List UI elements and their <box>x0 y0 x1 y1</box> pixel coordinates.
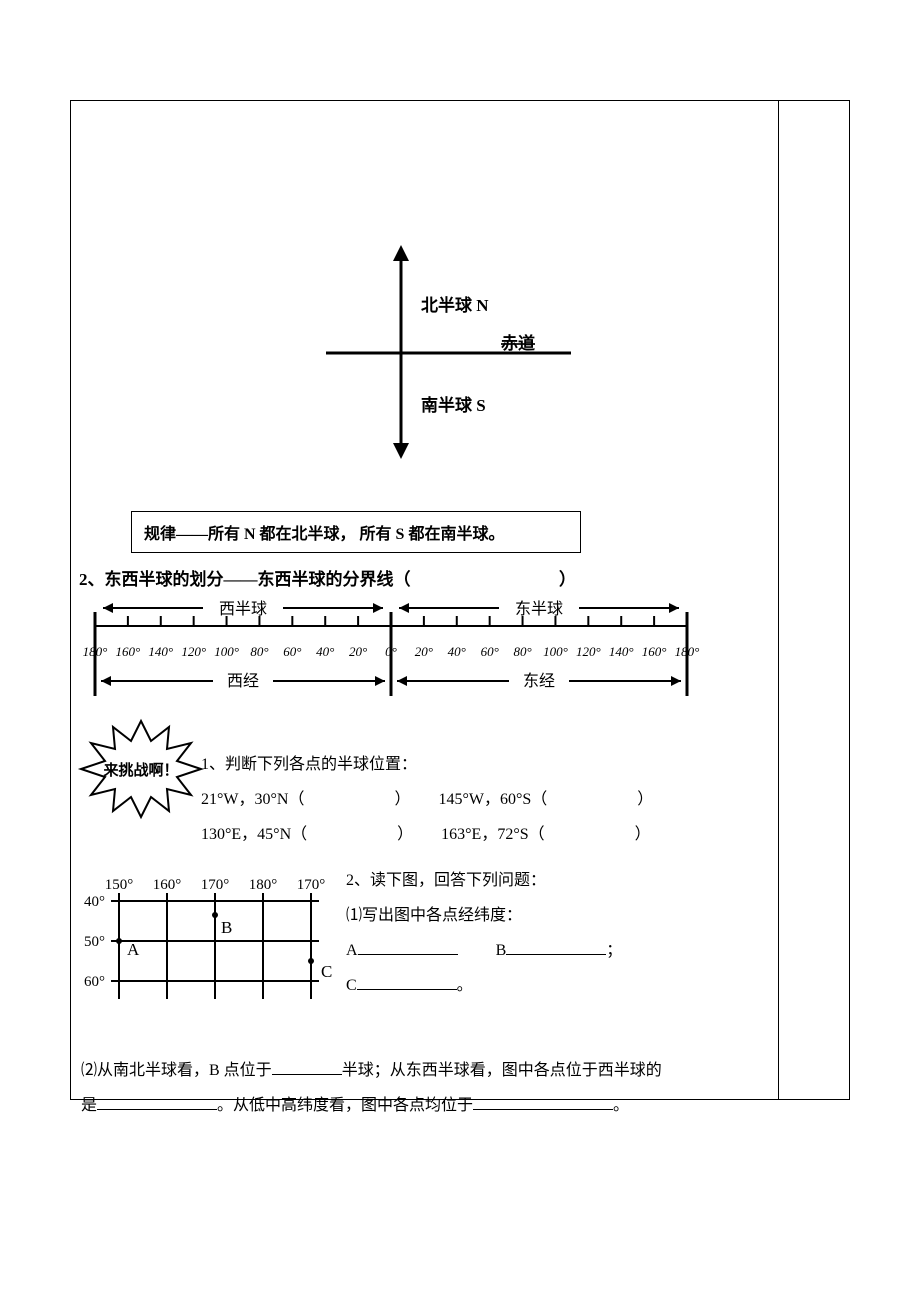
q1-title: 1、判断下列各点的半球位置： <box>201 747 769 782</box>
svg-text:150°: 150° <box>105 877 134 893</box>
rule-text: 规律——所有 N 都在北半球， 所有 S 都在南半球。 <box>144 526 504 543</box>
svg-text:170°: 170° <box>297 877 326 893</box>
svg-text:140°: 140° <box>609 644 634 659</box>
svg-text:20°: 20° <box>415 644 433 659</box>
svg-text:140°: 140° <box>148 644 173 659</box>
svg-text:120°: 120° <box>576 644 601 659</box>
q1-coord-2: 145°W，60°S（ <box>438 791 547 808</box>
q1-close-2: ） <box>637 791 653 808</box>
q2-B-label: B <box>496 942 507 959</box>
q2-semicolon: ； <box>606 942 622 959</box>
q2-A-label: A <box>346 942 358 959</box>
q2-text: 2、读下图，回答下列问题： ⑴写出图中各点经纬度： A B； C。 <box>346 863 769 1004</box>
svg-text:A: A <box>127 940 140 959</box>
starburst-text: 来挑战啊！ <box>102 761 178 779</box>
blank-hemis-ns[interactable] <box>272 1059 342 1075</box>
section-2-title: 2、东西半球的划分——东西半球的分界线（ ） <box>79 565 769 590</box>
equator-label: 赤道 <box>501 333 535 353</box>
starburst-badge: 来挑战啊！ <box>71 717 211 832</box>
blank-B[interactable] <box>506 939 606 955</box>
svg-text:160°: 160° <box>153 877 182 893</box>
q2-title: 2、读下图，回答下列问题： <box>346 863 769 898</box>
q1-close-3: ） <box>397 826 413 843</box>
svg-text:20°: 20° <box>349 644 367 659</box>
q2-C-label: C <box>346 977 357 994</box>
svg-text:100°: 100° <box>543 644 568 659</box>
question-1: 1、判断下列各点的半球位置： 21°W，30°N（） 145°W，60°S（） … <box>201 747 769 853</box>
section-2-close-paren: ） <box>559 570 576 589</box>
grid-diagram: 150° 160° 170° 180° 170° 40° 50° 60° A B C <box>79 873 344 1033</box>
q1-close-4: ） <box>635 826 651 843</box>
q2-c-line: C。 <box>346 968 769 1003</box>
svg-text:80°: 80° <box>250 644 268 659</box>
section-2-title-text: 2、东西半球的划分——东西半球的分界线（ <box>79 570 411 589</box>
svg-text:80°: 80° <box>513 644 531 659</box>
svg-text:40°: 40° <box>316 644 334 659</box>
q2-sub2-line1: ⑵从南北半球看，B 点位于 半球；从东西半球看，图中各点位于西半球的 <box>81 1053 769 1088</box>
q2-sub2c: 是 <box>81 1097 97 1114</box>
svg-text:120°: 120° <box>181 644 206 659</box>
svg-text:东半球: 东半球 <box>515 600 563 618</box>
svg-text:60°: 60° <box>283 644 301 659</box>
q2-sub2-line2: 是 。从低中高纬度看，图中各点均位于 。 <box>81 1088 769 1123</box>
svg-text:180°: 180° <box>675 644 700 659</box>
svg-text:60°: 60° <box>84 974 105 990</box>
q2-period-1: 。 <box>457 977 473 994</box>
svg-text:50°: 50° <box>84 934 105 950</box>
grid-svg: 150° 160° 170° 180° 170° 40° 50° 60° A B C <box>79 873 344 1028</box>
svg-text:B: B <box>221 918 232 937</box>
q2-bottom: ⑵从南北半球看，B 点位于 半球；从东西半球看，图中各点位于西半球的 是 。从低中高… <box>71 1053 769 1123</box>
svg-text:40°: 40° <box>84 894 105 910</box>
svg-text:170°: 170° <box>201 877 230 893</box>
svg-text:160°: 160° <box>116 644 141 659</box>
svg-text:0°: 0° <box>385 644 397 659</box>
svg-text:160°: 160° <box>642 644 667 659</box>
q2-sub1: ⑴写出图中各点经纬度： <box>346 898 769 933</box>
q2-sub2d: 。从低中高纬度看，图中各点均位于 <box>217 1097 473 1114</box>
q2-ab-line: A B ； <box>346 933 769 968</box>
blank-C[interactable] <box>357 974 457 990</box>
challenge-section: 来挑战啊！ 1、判断下列各点的半球位置： 21°W，30°N（ ） 145°W，6… <box>71 747 769 1123</box>
north-hemis-label: 北半球 N <box>421 295 489 315</box>
svg-text:180°: 180° <box>83 644 108 659</box>
hemisphere-svg: 北半球 N 南半球 S 赤道 <box>71 241 771 471</box>
svg-text:C: C <box>321 962 332 981</box>
svg-text:西半球: 西半球 <box>219 600 267 618</box>
q1-coord-3: 130°E，45°N（ <box>201 826 307 843</box>
hemisphere-cross-diagram: 北半球 N 南半球 S 赤道 <box>71 241 769 491</box>
q1-line1: 21°W，30°N（ ） 145°W，60°S（ ） <box>201 782 769 817</box>
q2-sub2e: 。 <box>613 1097 629 1114</box>
south-hemis-label: 南半球 S <box>421 395 486 415</box>
blank-latitude-zone[interactable] <box>473 1094 613 1110</box>
east-west-diagram: 180° 160° 140° 120° 100° 80° 60° 40° 20° 0° 20° 40°… <box>81 596 769 721</box>
ew-svg: 180° 160° 140° 120° 100° 80° 60° 40° 20° 0° 20° 40°… <box>81 596 721 716</box>
q1-coord-1: 21°W，30°N（ <box>201 791 304 808</box>
worksheet-content: 北半球 N 南半球 S 赤道 规律——所有 N 都在北半球， 所有 S 都在南半… <box>71 101 779 1099</box>
svg-text:东经: 东经 <box>523 672 555 690</box>
q1-coord-4: 163°E，72°S（ <box>441 826 544 843</box>
q2-sub2a: ⑵从南北半球看，B 点位于 <box>81 1062 272 1079</box>
svg-text:40°: 40° <box>448 644 466 659</box>
blank-A[interactable] <box>358 939 458 955</box>
question-2: 150° 160° 170° 180° 170° 40° 50° 60° A B C 2、读下图，回… <box>71 863 769 1023</box>
rule-box: 规律——所有 N 都在北半球， 所有 S 都在南半球。 <box>131 511 581 553</box>
q2-sub2b: 半球；从东西半球看，图中各点位于西半球的 <box>342 1062 662 1079</box>
q1-close-1: ） <box>394 791 410 808</box>
blank-west-points[interactable] <box>97 1094 217 1110</box>
svg-text:60°: 60° <box>481 644 499 659</box>
svg-text:180°: 180° <box>249 877 278 893</box>
worksheet-frame: 北半球 N 南半球 S 赤道 规律——所有 N 都在北半球， 所有 S 都在南半… <box>70 100 850 1100</box>
q1-line2: 130°E，45°N（ ） 163°E，72°S（ ） <box>201 817 769 852</box>
svg-text:西经: 西经 <box>227 672 259 690</box>
svg-text:100°: 100° <box>214 644 239 659</box>
